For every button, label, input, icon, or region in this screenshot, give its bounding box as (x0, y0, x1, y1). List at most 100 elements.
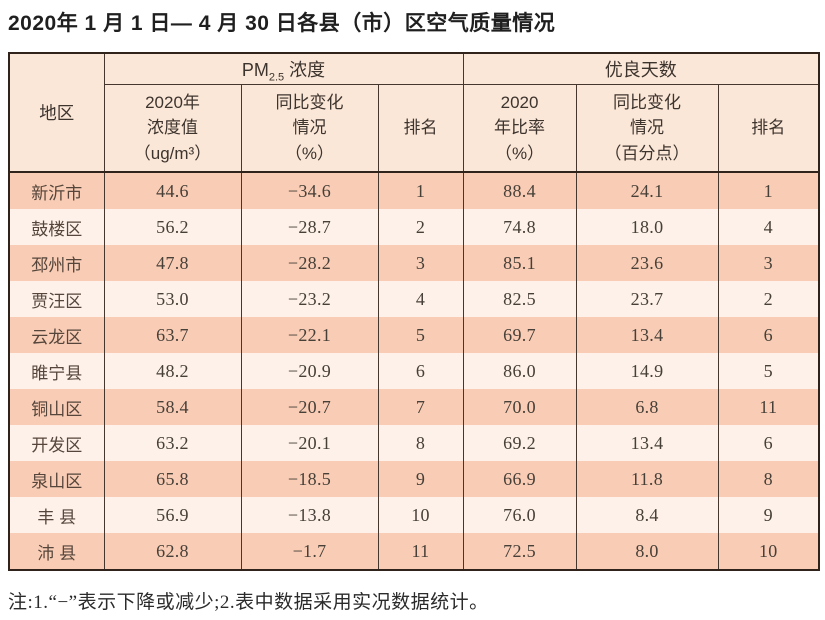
pm25-subscript: 2.5 (268, 71, 285, 84)
good-rate-cell: 69.2 (462, 425, 577, 462)
region-cell: 贾汪区 (8, 281, 105, 318)
good-rank-cell: 8 (717, 461, 820, 498)
pm25-value-cell: 56.2 (103, 209, 242, 246)
good-days-group-label: 优良天数 (604, 60, 677, 81)
pm25-value-cell: 62.8 (103, 533, 242, 571)
region-cell: 泉山区 (8, 461, 105, 498)
pm25-rank-cell: 3 (377, 245, 464, 282)
good-change-cell: 8.4 (575, 497, 719, 534)
region-header-label: 地区 (39, 103, 75, 124)
pm25-rank-cell: 5 (377, 317, 464, 354)
good-change-cell: 11.8 (575, 461, 719, 498)
col-group-good-days: 优良天数 (462, 53, 820, 85)
col-header-pm25-value: 2020年 浓度值 （ug/m³） (103, 84, 242, 173)
pm25-change-cell: −28.2 (240, 245, 379, 282)
col-header-region: 地区 (8, 53, 105, 173)
region-cell: 丰 县 (8, 497, 105, 534)
pm25-rank-cell: 1 (377, 172, 464, 210)
table-row: 新沂市 44.6 −34.6 1 88.4 24.1 1 (8, 172, 820, 210)
region-cell: 新沂市 (8, 172, 105, 210)
good-rank-cell: 2 (717, 281, 820, 318)
good-rate-cell: 85.1 (462, 245, 577, 282)
pm25-group-label: PM2.5 浓度 (241, 60, 326, 84)
region-cell: 云龙区 (8, 317, 105, 354)
good-change-cell: 8.0 (575, 533, 719, 571)
good-rank-cell: 9 (717, 497, 820, 534)
table-row: 铜山区 58.4 −20.7 7 70.0 6.8 11 (8, 389, 820, 426)
good-rate-cell: 88.4 (462, 172, 577, 210)
pm25-change-cell: −20.9 (240, 353, 379, 390)
good-rate-cell: 69.7 (462, 317, 577, 354)
air-quality-table: 地区 PM2.5 浓度 优良天数 2020年 浓度值 （ug/m³） 同比变化 … (8, 52, 821, 572)
region-cell: 睢宁县 (8, 353, 105, 390)
table-row: 泉山区 65.8 −18.5 9 66.9 11.8 8 (8, 461, 820, 498)
pm25-rank-cell: 7 (377, 389, 464, 426)
pm25-rank-cell: 8 (377, 425, 464, 462)
pm25-value-cell: 63.2 (103, 425, 242, 462)
good-change-cell: 23.7 (575, 281, 719, 318)
pm25-value-cell: 65.8 (103, 461, 242, 498)
col-group-pm25: PM2.5 浓度 (103, 53, 464, 85)
table-row: 鼓楼区 56.2 −28.7 2 74.8 18.0 4 (8, 209, 820, 246)
good-rate-cell: 86.0 (462, 353, 577, 390)
header-row-groups: 地区 PM2.5 浓度 优良天数 (8, 53, 820, 173)
good-rank-cell: 10 (717, 533, 820, 571)
pm25-change-cell: −23.2 (240, 281, 379, 318)
good-rank-cell: 3 (717, 245, 820, 282)
good-change-cell: 14.9 (575, 353, 719, 390)
header-row-subcolumns: 2020年 浓度值 （ug/m³） 同比变化 情况 （%） 排名 2020 年比… (9, 84, 820, 173)
footnote: 注:1.“−”表示下降或减少;2.表中数据采用实况数据统计。 (8, 592, 489, 614)
good-rank-cell: 1 (717, 172, 820, 210)
good-change-cell: 13.4 (575, 425, 719, 462)
col-header-pm25-change: 同比变化 情况 （%） (240, 84, 379, 173)
pm25-rank-cell: 4 (377, 281, 464, 318)
region-cell: 沛 县 (8, 533, 105, 571)
pm25-change-cell: −22.1 (240, 317, 379, 354)
good-rate-cell: 74.8 (462, 209, 577, 246)
table-row: 开发区 63.2 −20.1 8 69.2 13.4 6 (8, 425, 820, 462)
pm25-value-cell: 56.9 (103, 497, 242, 534)
good-rate-cell: 66.9 (462, 461, 577, 498)
region-cell: 邳州市 (8, 245, 105, 282)
region-cell: 开发区 (8, 425, 105, 462)
region-cell: 鼓楼区 (8, 209, 105, 246)
table-body: 新沂市 44.6 −34.6 1 88.4 24.1 1 鼓楼区 56.2 −2… (8, 172, 820, 571)
good-rank-cell: 4 (717, 209, 820, 246)
pm25-value-cell: 44.6 (103, 172, 242, 210)
good-rate-cell: 72.5 (462, 533, 577, 571)
good-rate-cell: 82.5 (462, 281, 577, 318)
table-row: 沛 县 62.8 −1.7 11 72.5 8.0 10 (8, 533, 820, 571)
good-rank-cell: 6 (717, 317, 820, 354)
pm25-value-cell: 58.4 (103, 389, 242, 426)
good-change-cell: 23.6 (575, 245, 719, 282)
pm25-value-cell: 48.2 (103, 353, 242, 390)
pm25-change-cell: −20.1 (240, 425, 379, 462)
good-rate-cell: 76.0 (462, 497, 577, 534)
pm25-rank-cell: 11 (377, 533, 464, 571)
table-row: 丰 县 56.9 −13.8 10 76.0 8.4 9 (8, 497, 820, 534)
col-header-pm25-rank: 排名 (377, 84, 464, 173)
table-row: 睢宁县 48.2 −20.9 6 86.0 14.9 5 (8, 353, 820, 390)
good-rank-cell: 6 (717, 425, 820, 462)
col-header-good-rank: 排名 (717, 84, 820, 173)
table-header: 地区 PM2.5 浓度 优良天数 2020年 浓度值 （ug/m³） 同比变化 … (8, 53, 820, 173)
table-row: 贾汪区 53.0 −23.2 4 82.5 23.7 2 (8, 281, 820, 318)
good-rank-cell: 11 (717, 389, 820, 426)
pm25-rank-cell: 2 (377, 209, 464, 246)
table-row: 云龙区 63.7 −22.1 5 69.7 13.4 6 (8, 317, 820, 354)
region-cell: 铜山区 (8, 389, 105, 426)
pm25-change-cell: −1.7 (240, 533, 379, 571)
pm25-change-cell: −18.5 (240, 461, 379, 498)
good-change-cell: 18.0 (575, 209, 719, 246)
pm25-value-cell: 63.7 (103, 317, 242, 354)
pm25-value-cell: 47.8 (103, 245, 242, 282)
pm25-rank-cell: 10 (377, 497, 464, 534)
good-rate-cell: 70.0 (462, 389, 577, 426)
good-change-cell: 24.1 (575, 172, 719, 210)
pm25-change-cell: −20.7 (240, 389, 379, 426)
col-header-good-change: 同比变化 情况 （百分点） (575, 84, 719, 173)
pm25-change-cell: −28.7 (240, 209, 379, 246)
table-row: 邳州市 47.8 −28.2 3 85.1 23.6 3 (8, 245, 820, 282)
page-title: 2020年 1 月 1 日— 4 月 30 日各县（市）区空气质量情况 (8, 12, 556, 35)
